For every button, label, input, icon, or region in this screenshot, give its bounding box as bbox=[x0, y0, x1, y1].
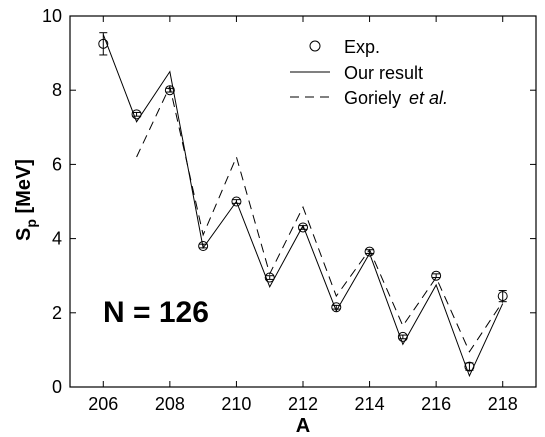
exp-point bbox=[431, 270, 442, 281]
legend-goriely-suffix: et al. bbox=[409, 88, 448, 108]
y-tick-label: 8 bbox=[52, 80, 62, 100]
plot-area bbox=[69, 15, 537, 388]
exp-point bbox=[98, 38, 109, 49]
x-axis-label: A bbox=[296, 415, 310, 437]
y-tick-label: 2 bbox=[52, 303, 62, 323]
y-axis-label-unit: [MeV] bbox=[13, 159, 35, 219]
series-goriely-line bbox=[136, 84, 504, 353]
y-tick-label: 4 bbox=[52, 229, 62, 249]
legend-exp-marker bbox=[309, 40, 321, 52]
x-tick-label: 212 bbox=[288, 394, 318, 414]
exp-point bbox=[464, 361, 475, 372]
exp-point bbox=[497, 291, 508, 302]
y-axis-label-main: S bbox=[13, 228, 35, 241]
exp-point bbox=[331, 302, 342, 313]
y-tick-label: 6 bbox=[52, 154, 62, 174]
exp-point bbox=[298, 222, 308, 233]
exp-point bbox=[364, 246, 375, 257]
y-tick-label: 0 bbox=[52, 377, 62, 397]
x-tick-label: 208 bbox=[155, 394, 185, 414]
legend: Exp. Our result Goriely et al. bbox=[290, 37, 448, 108]
exp-point bbox=[164, 85, 175, 96]
y-tick-label: 10 bbox=[42, 6, 62, 26]
exp-point bbox=[397, 331, 408, 342]
data-markers bbox=[98, 32, 508, 372]
x-tick-label: 206 bbox=[88, 394, 118, 414]
exp-point bbox=[131, 109, 142, 120]
legend-exp-label: Exp. bbox=[344, 37, 380, 57]
annotation-n126: N = 126 bbox=[103, 296, 209, 329]
x-tick-label: 214 bbox=[355, 394, 385, 414]
exp-point bbox=[198, 241, 209, 252]
y-axis-label-sub: p bbox=[23, 219, 39, 228]
legend-goriely-label: Goriely et al. bbox=[344, 88, 448, 108]
x-tick-label: 218 bbox=[488, 394, 518, 414]
y-axis-label: Sp [MeV] bbox=[13, 159, 39, 241]
x-tick-label: 210 bbox=[221, 394, 251, 414]
axis-ticks: 206 208 210 212 214 216 218 0 2 4 6 8 10 bbox=[42, 6, 536, 414]
exp-point bbox=[231, 196, 242, 207]
legend-goriely-name: Goriely bbox=[344, 88, 401, 108]
legend-our-label: Our result bbox=[344, 63, 423, 83]
x-tick-label: 216 bbox=[421, 394, 451, 414]
exp-point bbox=[264, 272, 275, 283]
